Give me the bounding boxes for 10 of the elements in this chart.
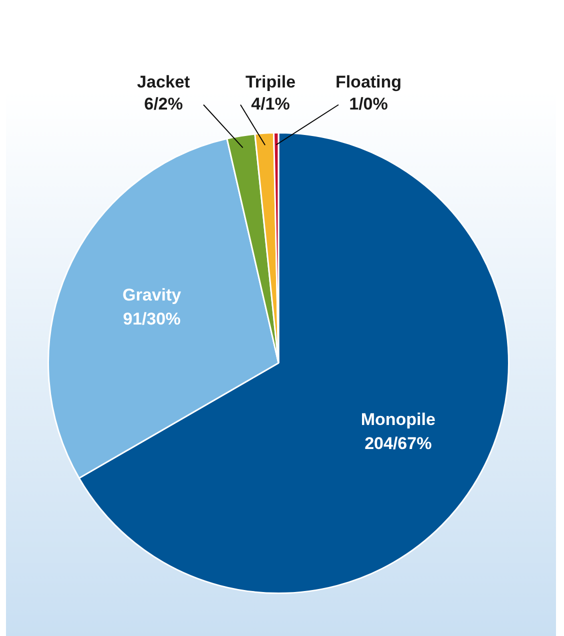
slice-label: Gravity [122,286,182,305]
slice-label: Jacket [137,72,190,92]
data-label: 1/0% [349,94,388,114]
data-label: 6/2% [144,94,183,114]
slice-label: Tripile [245,72,296,92]
data-label: 91/30% [123,310,181,329]
slice-label: Monopile [360,410,436,429]
data-label: 204/67% [364,434,432,453]
slice-label: Floating [335,72,402,92]
data-label: 4/1% [251,94,290,114]
